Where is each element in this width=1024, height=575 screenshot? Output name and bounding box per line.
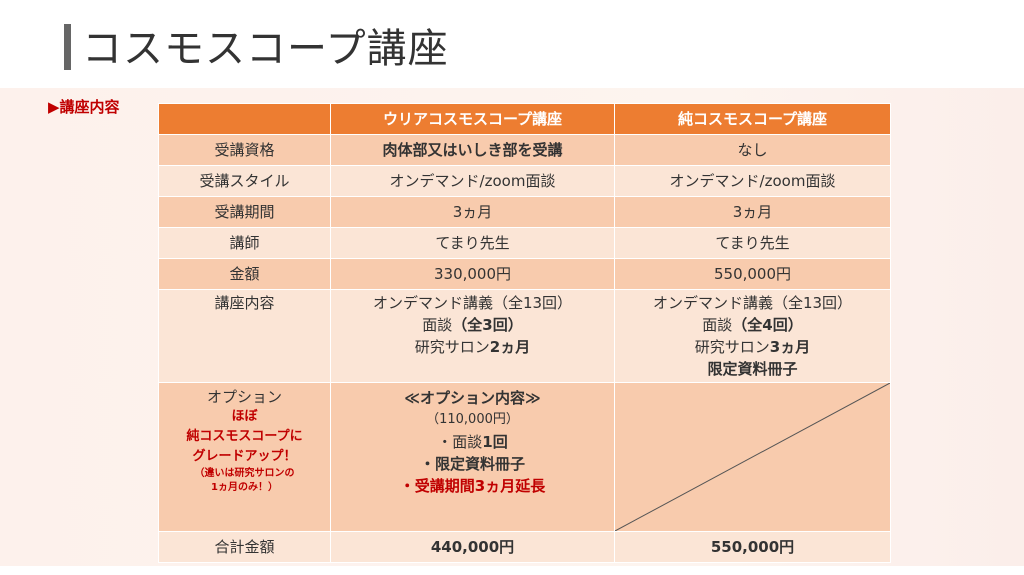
row-label: 金額 [158, 258, 331, 290]
table-row-content: 講座内容 オンデマンド講義（全13回） 面談（全3回） 研究サロン2ヵ月 オンデ… [158, 289, 891, 383]
section-label: ▶講座内容 [48, 98, 120, 116]
cell-pure: てまり先生 [614, 227, 891, 259]
content-bold: 3ヵ月 [769, 338, 811, 356]
option-label-red: グレードアップ！ [192, 449, 297, 464]
cell-uria: 肉体部又はいしき部を受講 [330, 134, 615, 166]
table-row-eligibility: 受講資格 肉体部又はいしき部を受講 なし [158, 134, 891, 166]
content-bold: （全4回） [732, 316, 803, 334]
row-label: 合計金額 [158, 531, 331, 563]
table-row-style: 受講スタイル オンデマンド/zoom面談 オンデマンド/zoom面談 [158, 165, 891, 197]
option-bold: 1回 [482, 433, 508, 451]
cell-uria: 3ヵ月 [330, 196, 615, 228]
content-line: 研究サロン3ヵ月 [619, 336, 886, 358]
cell-pure: オンデマンド講義（全13回） 面談（全4回） 研究サロン3ヵ月 限定資料冊子 [614, 289, 891, 383]
option-label-note: 1ヵ月のみ！） [211, 482, 278, 493]
option-heading: ≪オプション内容≫ [404, 389, 541, 407]
cell-pure: 3ヵ月 [614, 196, 891, 228]
row-label: 講師 [158, 227, 331, 259]
title-accent-bar [64, 24, 71, 70]
row-label: 受講資格 [158, 134, 331, 166]
table-row-option: オプション ほぼ 純コスモスコープに グレードアップ！ （違いは研究サロンの 1… [158, 382, 891, 532]
table-row-teacher: 講師 てまり先生 てまり先生 [158, 227, 891, 259]
course-comparison-table: ウリアコスモスコープ講座 純コスモスコープ講座 受講資格 肉体部又はいしき部を受… [158, 103, 891, 563]
content-line: 面談（全3回） [335, 314, 610, 336]
option-price: （110,000円） [426, 412, 519, 427]
row-label: 受講スタイル [158, 165, 331, 197]
option-text: ・面談 [437, 433, 483, 451]
cell-pure: なし [614, 134, 891, 166]
cell-pure: 550,000円 [614, 531, 891, 563]
cell-pure-not-applicable [614, 382, 891, 532]
row-label: 受講期間 [158, 196, 331, 228]
option-label-red: 純コスモスコープに [186, 429, 303, 444]
cell-uria: 440,000円 [330, 531, 615, 563]
content-text: 研究サロン [414, 338, 490, 356]
content-text: 研究サロン [694, 338, 770, 356]
cell-uria: 330,000円 [330, 258, 615, 290]
content-bold: 2ヵ月 [489, 338, 531, 356]
cell-uria: てまり先生 [330, 227, 615, 259]
cell-pure: 550,000円 [614, 258, 891, 290]
option-label-note: （違いは研究サロンの [194, 468, 295, 479]
row-label: 講座内容 [158, 289, 331, 383]
option-label: オプション [206, 388, 282, 406]
option-item: ・限定資料冊子 [419, 455, 525, 473]
header-uria-course: ウリアコスモスコープ講座 [330, 103, 615, 135]
content-line: 限定資料冊子 [707, 360, 798, 378]
option-item-highlight: ・受講期間3ヵ月延長 [399, 477, 546, 495]
cell-uria: オンデマンド/zoom面談 [330, 165, 615, 197]
table-row-period: 受講期間 3ヵ月 3ヵ月 [158, 196, 891, 228]
content-line: 研究サロン2ヵ月 [335, 336, 610, 358]
cell-uria: オンデマンド講義（全13回） 面談（全3回） 研究サロン2ヵ月 [330, 289, 615, 383]
cell-pure: オンデマンド/zoom面談 [614, 165, 891, 197]
cell-uria: ≪オプション内容≫ （110,000円） ・面談1回 ・限定資料冊子 ・受講期間… [330, 382, 615, 532]
table-row-price: 金額 330,000円 550,000円 [158, 258, 891, 290]
header-cell-empty [158, 103, 331, 135]
header-pure-course: 純コスモスコープ講座 [614, 103, 891, 135]
content-line: 面談（全4回） [619, 314, 886, 336]
content-line: オンデマンド講義（全13回） [372, 294, 573, 312]
content-line: オンデマンド講義（全13回） [652, 294, 853, 312]
table-header-row: ウリアコスモスコープ講座 純コスモスコープ講座 [158, 103, 891, 135]
diagonal-line [615, 383, 890, 531]
option-label-red: ほぼ [231, 409, 258, 424]
row-label: オプション ほぼ 純コスモスコープに グレードアップ！ （違いは研究サロンの 1… [158, 382, 331, 532]
content-text: 面談 [702, 316, 733, 334]
option-item: ・面談1回 [335, 431, 610, 453]
content-bold: （全3回） [452, 316, 523, 334]
table-row-total: 合計金額 440,000円 550,000円 [158, 531, 891, 563]
slide-title: コスモスコープ講座 [82, 26, 449, 72]
content-text: 面談 [422, 316, 453, 334]
